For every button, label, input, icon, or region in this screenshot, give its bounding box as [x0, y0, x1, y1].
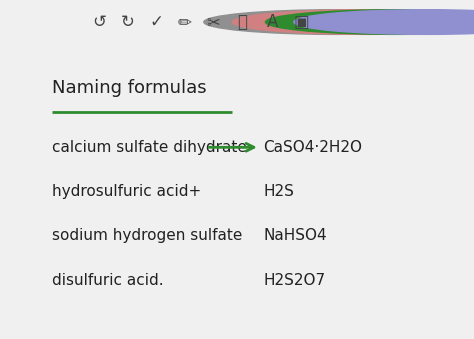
Text: disulfuric acid.: disulfuric acid. [52, 273, 164, 287]
Circle shape [204, 10, 469, 34]
Text: calcium sulfate dihydrate: calcium sulfate dihydrate [52, 140, 247, 155]
Text: ✏: ✏ [178, 13, 192, 31]
Text: Naming formulas: Naming formulas [52, 79, 207, 97]
Text: CaSO4·2H2O: CaSO4·2H2O [263, 140, 362, 155]
Text: sodium hydrogen sulfate: sodium hydrogen sulfate [52, 228, 243, 243]
Text: ✂: ✂ [206, 13, 220, 31]
Circle shape [232, 10, 474, 34]
Text: H2S2O7: H2S2O7 [263, 273, 325, 287]
Circle shape [294, 10, 474, 34]
Text: ↻: ↻ [121, 13, 135, 31]
Circle shape [265, 10, 474, 34]
Text: hydrosulfuric acid+: hydrosulfuric acid+ [52, 184, 201, 199]
Text: ✓: ✓ [149, 13, 164, 31]
Text: H2S: H2S [263, 184, 294, 199]
Text: ⯪: ⯪ [237, 13, 247, 31]
Text: NaHSO4: NaHSO4 [263, 228, 327, 243]
Text: A: A [267, 13, 278, 31]
Text: ↺: ↺ [92, 13, 107, 31]
Text: ▣: ▣ [293, 13, 309, 31]
